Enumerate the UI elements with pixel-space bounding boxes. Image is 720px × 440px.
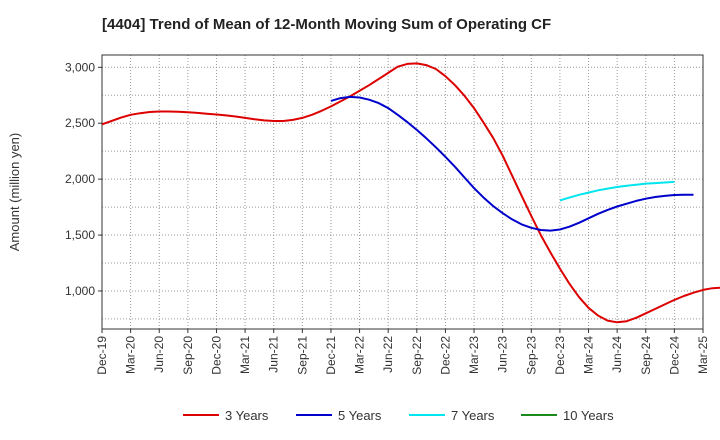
x-tick-label: Dec-21 xyxy=(324,336,338,375)
legend-label: 10 Years xyxy=(563,408,614,423)
x-tick-label: Mar-25 xyxy=(696,336,710,374)
y-axis-ticks: 1,000 1,500 2,000 2,500 3,000 xyxy=(65,60,102,298)
x-tick-label: Sep-23 xyxy=(524,336,538,375)
legend-label: 7 Years xyxy=(451,408,495,423)
y-tick-label: 3,000 xyxy=(65,60,95,74)
y-tick-label: 1,000 xyxy=(65,284,95,298)
x-tick-label: Sep-24 xyxy=(639,336,653,375)
x-tick-label: Mar-24 xyxy=(582,336,596,374)
x-tick-label: Jun-20 xyxy=(152,336,166,373)
x-tick-label: Jun-21 xyxy=(267,336,281,373)
y-tick-label: 1,500 xyxy=(65,228,95,242)
x-tick-label: Dec-24 xyxy=(667,336,681,375)
x-tick-label: Sep-20 xyxy=(181,336,195,375)
series-layer xyxy=(101,62,720,324)
legend-label: 5 Years xyxy=(338,408,382,423)
series-line-3-years xyxy=(101,62,720,324)
x-tick-label: Jun-22 xyxy=(381,336,395,373)
x-tick-label: Mar-23 xyxy=(467,336,481,374)
x-tick-label: Sep-22 xyxy=(410,336,424,375)
x-tick-label: Jun-24 xyxy=(610,336,624,373)
x-tick-label: Mar-21 xyxy=(238,336,252,374)
legend: 3 Years 5 Years 7 Years 10 Years xyxy=(183,408,614,423)
x-axis-ticks: Dec-19 Mar-20 Jun-20 Sep-20 Dec-20 Mar-21 Jun-… xyxy=(95,329,710,375)
x-tick-label: Mar-22 xyxy=(353,336,367,374)
y-axis-label: Amount (million yen) xyxy=(7,133,22,252)
y-tick-label: 2,000 xyxy=(65,172,95,186)
x-tick-label: Dec-23 xyxy=(553,336,567,375)
plot-frame xyxy=(101,54,704,330)
legend-label: 3 Years xyxy=(225,408,269,423)
series-line-5-years xyxy=(330,95,694,232)
chart-title: [4404] Trend of Mean of 12-Month Moving … xyxy=(102,16,551,33)
grid xyxy=(102,55,703,329)
y-tick-label: 2,500 xyxy=(65,116,95,130)
series-line-7-years xyxy=(559,180,675,202)
x-tick-label: Mar-20 xyxy=(124,336,138,374)
x-tick-label: Dec-19 xyxy=(95,336,109,375)
x-tick-label: Dec-22 xyxy=(438,336,452,375)
x-tick-label: Jun-23 xyxy=(496,336,510,373)
x-tick-label: Dec-20 xyxy=(209,336,223,375)
x-tick-label: Sep-21 xyxy=(295,336,309,375)
